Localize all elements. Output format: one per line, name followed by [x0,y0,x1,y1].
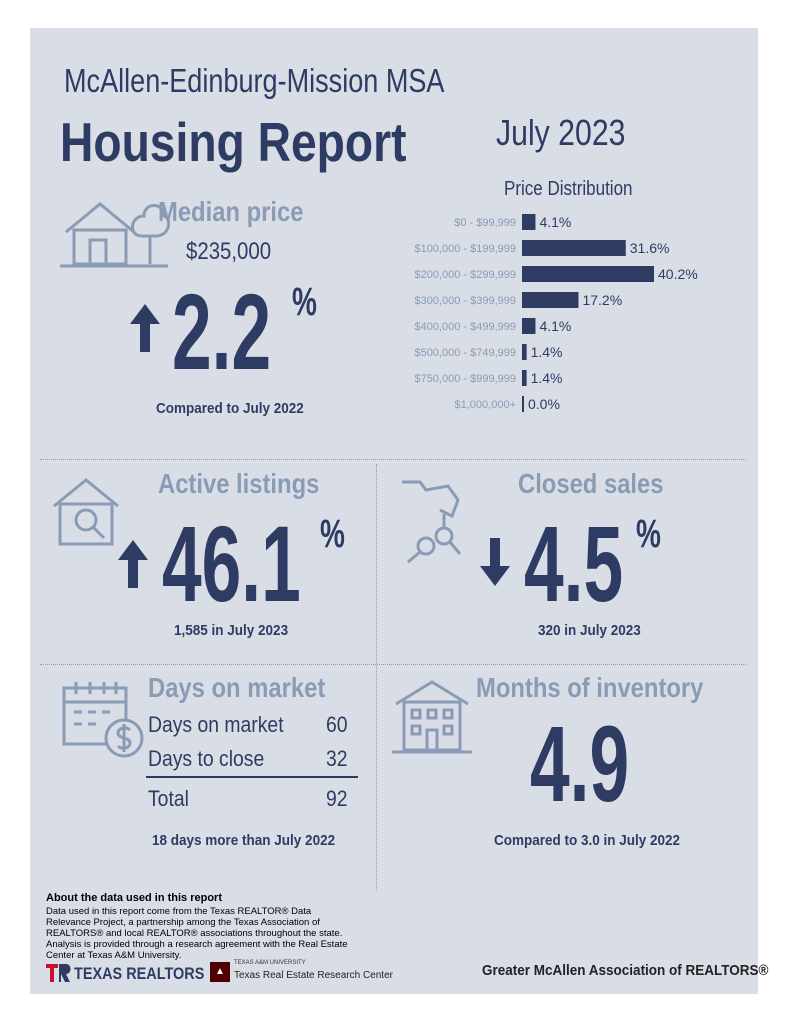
price-bar [522,318,536,334]
texas-realtors-logo-icon [46,964,71,982]
price-bar [522,292,579,308]
total-rule [146,776,358,778]
price-bar [522,266,654,282]
dom-row-label: Days to close [148,746,265,771]
category-label: $200,000 - $299,999 [414,269,516,281]
closed-sales-note: 320 in July 2023 [538,622,641,639]
tamu-university: TEXAS A&M UNIVERSITY [234,960,306,966]
months-inventory-value: 4.9 [530,703,630,824]
house-tree-icon [60,202,170,268]
active-listings-change: 46.1 [162,503,301,624]
about-text: Data used in this report come from the T… [46,906,348,961]
calendar-dollar-icon [62,682,144,758]
house-search-icon [53,478,119,546]
arrow-up-icon [130,304,160,352]
category-label: $400,000 - $499,999 [414,321,516,333]
closed-sales-change: 4.5 [524,503,624,624]
arrow-down-icon [480,538,510,586]
price-bar [522,240,626,256]
about-title: About the data used in this report [46,892,223,904]
active-listings-note: 1,585 in July 2023 [174,622,289,639]
price-distribution-chart: $0 - $99,999 4.1% $100,000 - $199,999 31.6%… [414,214,698,412]
price-bar [522,214,536,230]
value-label: 4.1% [539,318,571,334]
divider-1 [40,459,746,460]
value-label: 40.2% [658,266,698,282]
days-on-market-note: 18 days more than July 2022 [152,832,336,849]
price-distribution-title: Price Distribution [504,178,633,200]
months-inventory-label: Months of inventory [476,672,704,703]
report-panel: McAllen-Edinburg-Mission MSA Housing Rep… [30,28,769,994]
days-on-market-label: Days on market [148,672,326,703]
category-label: $1,000,000+ [455,399,516,411]
report-title: Housing Report [60,111,407,173]
median-price-change: 2.2 [172,271,272,392]
dom-row-value: 60 [326,712,348,737]
category-label: $750,000 - $999,999 [414,373,516,385]
price-bar [522,370,527,386]
price-bar [522,344,527,360]
median-price-note: Compared to July 2022 [156,400,304,417]
value-label: 17.2% [582,292,622,308]
tamu-logo-icon: ▲ [210,962,230,982]
category-label: $500,000 - $749,999 [414,347,516,359]
closed-sales-pct: % [636,512,661,556]
price-bar [522,396,524,412]
median-price-value: $235,000 [186,238,272,265]
value-label: 1.4% [531,344,563,360]
apartment-building-icon [392,680,472,754]
value-label: 4.1% [539,214,571,230]
report-month: July 2023 [496,112,626,153]
median-price-label: Median price [158,196,304,227]
value-label: 0.0% [528,396,560,412]
divider-vertical [376,464,377,890]
months-inventory-note: Compared to 3.0 in July 2022 [494,832,681,849]
msa-title: McAllen-Edinburg-Mission MSA [64,62,445,99]
category-label: $300,000 - $399,999 [414,295,516,307]
active-listings-pct: % [320,512,345,556]
dom-total-value: 92 [326,786,348,811]
category-label: $0 - $99,999 [454,217,516,229]
dom-row-value: 32 [326,746,348,771]
dom-total-label: Total [148,786,189,811]
median-price-pct: % [292,280,317,324]
active-listings-label: Active listings [158,468,320,499]
value-label: 1.4% [531,370,563,386]
category-label: $100,000 - $199,999 [414,243,516,255]
arrow-up-icon [118,540,148,588]
value-label: 31.6% [630,240,670,256]
tamu-research-center: Texas Real Estate Research Center [234,970,393,981]
dom-row-label: Days on market [148,712,284,737]
closed-sales-label: Closed sales [518,468,664,499]
hand-keys-icon [402,480,462,564]
association-name: Greater McAllen Association of REALTORS® [482,962,769,979]
texas-realtors-logo: TEXAS REALTORS [74,964,205,983]
divider-2 [40,664,746,665]
